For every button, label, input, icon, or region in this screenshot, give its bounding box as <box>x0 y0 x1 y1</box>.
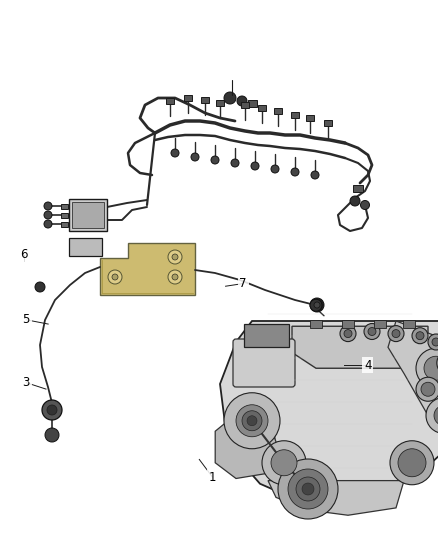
Bar <box>184 95 192 101</box>
Circle shape <box>236 405 268 437</box>
Circle shape <box>412 328 428 344</box>
Circle shape <box>390 441 434 484</box>
Circle shape <box>231 159 239 167</box>
FancyBboxPatch shape <box>233 339 295 387</box>
Circle shape <box>108 270 122 284</box>
Circle shape <box>426 398 438 433</box>
FancyBboxPatch shape <box>226 419 275 459</box>
Circle shape <box>172 274 178 280</box>
Bar <box>60 213 67 217</box>
Circle shape <box>288 469 328 509</box>
Circle shape <box>44 202 52 210</box>
Circle shape <box>211 156 219 164</box>
Circle shape <box>112 274 118 280</box>
Circle shape <box>242 411 262 431</box>
Bar <box>247 100 257 107</box>
Circle shape <box>191 153 199 161</box>
Circle shape <box>434 406 438 425</box>
Circle shape <box>237 96 247 106</box>
Circle shape <box>44 220 52 228</box>
Circle shape <box>364 324 380 340</box>
Bar <box>324 120 332 126</box>
Circle shape <box>224 393 280 449</box>
Circle shape <box>350 196 360 206</box>
Text: 6: 6 <box>20 248 28 261</box>
Circle shape <box>291 168 299 176</box>
Polygon shape <box>388 321 438 421</box>
Circle shape <box>344 329 352 337</box>
Circle shape <box>416 332 424 340</box>
Circle shape <box>424 356 438 380</box>
Circle shape <box>310 298 324 312</box>
Bar <box>60 204 67 208</box>
Circle shape <box>168 270 182 284</box>
Polygon shape <box>220 321 438 505</box>
Text: 3: 3 <box>23 376 30 389</box>
Bar <box>69 238 102 256</box>
Polygon shape <box>215 421 276 479</box>
Circle shape <box>368 327 376 335</box>
Bar <box>274 108 282 114</box>
Circle shape <box>340 326 356 342</box>
Circle shape <box>311 171 319 179</box>
Polygon shape <box>268 481 404 515</box>
Bar <box>241 102 249 108</box>
Circle shape <box>271 165 279 173</box>
Text: 7: 7 <box>239 277 247 290</box>
Bar <box>310 320 322 328</box>
Bar <box>403 320 415 328</box>
Circle shape <box>416 348 438 388</box>
Circle shape <box>247 416 257 426</box>
Bar <box>258 105 266 111</box>
Circle shape <box>172 254 178 260</box>
Circle shape <box>168 250 182 264</box>
Circle shape <box>224 92 236 104</box>
Bar <box>216 100 224 106</box>
Text: 1: 1 <box>208 471 216 483</box>
Bar <box>69 199 107 231</box>
Circle shape <box>271 450 297 476</box>
Circle shape <box>47 405 57 415</box>
Bar <box>306 115 314 121</box>
Circle shape <box>360 200 370 209</box>
Polygon shape <box>100 243 195 295</box>
Circle shape <box>437 351 438 375</box>
Circle shape <box>310 299 322 311</box>
Bar <box>291 112 299 118</box>
Bar <box>244 324 289 348</box>
Bar <box>60 222 67 227</box>
Bar <box>342 320 354 328</box>
Circle shape <box>262 441 306 484</box>
Circle shape <box>42 400 62 420</box>
Circle shape <box>428 334 438 350</box>
Circle shape <box>44 211 52 219</box>
Text: 5: 5 <box>23 313 30 326</box>
Polygon shape <box>292 326 428 368</box>
Circle shape <box>392 329 400 337</box>
Circle shape <box>388 326 404 342</box>
Bar <box>201 97 209 103</box>
Circle shape <box>302 483 314 495</box>
Circle shape <box>35 282 45 292</box>
Circle shape <box>171 149 179 157</box>
Circle shape <box>251 162 259 170</box>
Circle shape <box>314 302 320 308</box>
Circle shape <box>421 382 435 396</box>
Text: 4: 4 <box>364 359 372 372</box>
Circle shape <box>432 338 438 346</box>
Circle shape <box>278 459 338 519</box>
Bar <box>374 320 386 328</box>
Circle shape <box>45 428 59 442</box>
Bar <box>72 202 104 228</box>
Circle shape <box>416 377 438 401</box>
Circle shape <box>398 449 426 477</box>
Bar <box>166 98 174 104</box>
Circle shape <box>296 477 320 501</box>
Bar <box>353 184 363 191</box>
